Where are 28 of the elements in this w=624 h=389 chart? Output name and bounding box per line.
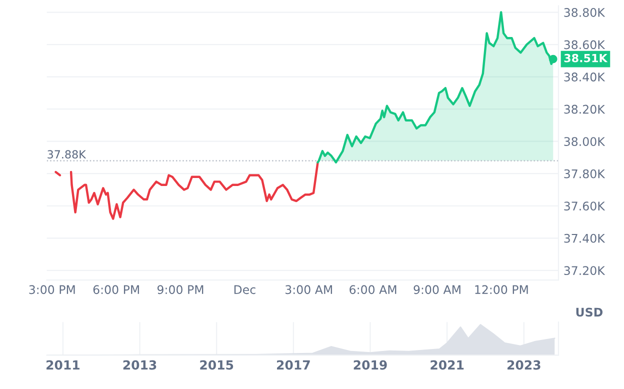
line-series — [70, 161, 319, 220]
x-tick-label: 6:00 AM — [350, 285, 396, 294]
x-tick-label: 2015 — [200, 360, 234, 370]
x-tick-label: 12:00 PM — [475, 285, 528, 294]
x-tick-label: 2011 — [46, 360, 80, 370]
y-tick-label: 38.80K — [564, 8, 606, 17]
x-tick-label: 2023 — [508, 360, 540, 370]
x-tick-label: 3:00 AM — [286, 285, 332, 294]
annotation: 38.51K — [564, 54, 608, 62]
x-tick-label: 3:00 PM — [29, 285, 75, 294]
y-tick-label: 37.80K — [564, 169, 606, 178]
x-tick-label: 6:00 PM — [93, 285, 139, 294]
x-tick-label: 9:00 AM — [414, 285, 460, 294]
x-tick-label: 2017 — [277, 360, 310, 370]
x-tick-label: 2021 — [430, 360, 464, 370]
x-tick-label: 2013 — [123, 360, 156, 370]
y-tick-label: 38.40K — [564, 72, 606, 82]
y-tick-label: 38.20K — [564, 104, 606, 114]
x-tick-label: 9:00 PM — [157, 285, 204, 294]
y-tick-label: 37.40K — [564, 234, 606, 243]
x-tick-label: 2019 — [354, 360, 387, 370]
y-tick-label: 37.20K — [564, 266, 606, 276]
ref-line-label: 37.88K — [48, 150, 86, 159]
y-tick-label: 38.00K — [564, 137, 606, 146]
y-tick-label: 38.60K — [564, 40, 606, 50]
x-tick-label: Dec — [234, 285, 256, 294]
y-tick-label: 37.60K — [564, 202, 606, 211]
y-axis-title: USD — [576, 308, 603, 317]
